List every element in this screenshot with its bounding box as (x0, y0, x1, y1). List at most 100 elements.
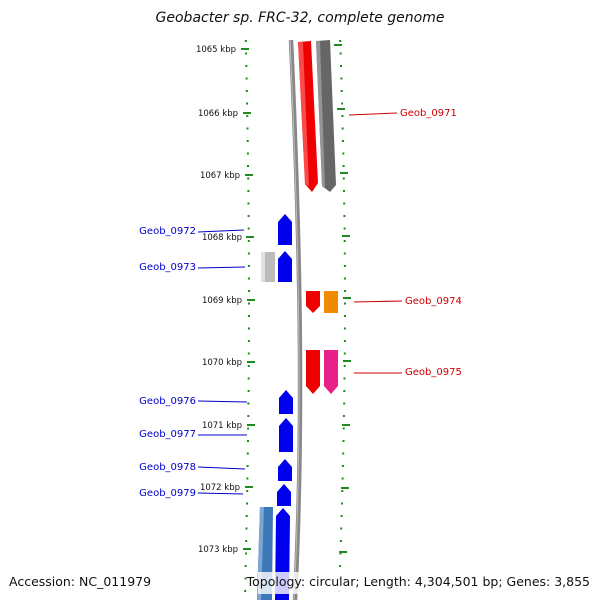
track-dot (344, 302, 346, 305)
track-dot (342, 440, 345, 442)
track-dot (244, 577, 247, 580)
track-dot (343, 327, 346, 330)
track-dot (343, 190, 345, 192)
track-dot (244, 590, 247, 592)
track-dot (244, 565, 247, 567)
gene-geob-0979[interactable] (277, 484, 291, 506)
gene-leader-lines (197, 112, 403, 495)
gene-label-geob-0971[interactable]: Geob_0971 (400, 108, 457, 119)
track-dot (340, 515, 343, 517)
track-dot (245, 52, 248, 55)
track-dot (247, 377, 250, 380)
track-dot (247, 265, 250, 267)
track-dot (247, 227, 250, 230)
track-dot (248, 315, 250, 317)
track-dot (248, 327, 250, 330)
tick-label-1066: 1066 kbp (198, 109, 238, 119)
track-dot (342, 140, 344, 142)
track-dot (343, 202, 346, 205)
tick-label-1071: 1071 kbp (202, 421, 242, 431)
gene-label-geob-0974[interactable]: Geob_0974 (405, 296, 462, 307)
gene-labels: Geob_0971 Geob_0972 Geob_0973 Geob_0974 … (139, 108, 462, 499)
gene-label-geob-0979[interactable]: Geob_0979 (139, 488, 196, 499)
track-dot (245, 540, 248, 542)
gene-label-geob-0976[interactable]: Geob_0976 (139, 396, 196, 407)
track-dot (341, 465, 344, 467)
tick-label-1067: 1067 kbp (200, 171, 240, 181)
track-dot (343, 390, 346, 392)
track-dot (248, 290, 250, 292)
track-dot (247, 190, 250, 192)
track-dot (343, 340, 346, 342)
track-dot (246, 490, 249, 492)
gene-geob-0977[interactable] (279, 418, 293, 452)
gene-geob-0972[interactable] (278, 214, 292, 245)
track-dot (343, 377, 346, 380)
track-dot (343, 227, 346, 230)
track-dot (247, 165, 249, 167)
gene-label-geob-0977[interactable]: Geob_0977 (139, 429, 196, 440)
track-dot (343, 402, 346, 405)
track-dot (247, 365, 250, 367)
track-dot (245, 90, 248, 92)
track-dot (247, 252, 250, 255)
track-dot (245, 527, 248, 530)
track-dot (344, 277, 346, 280)
track-dot (340, 527, 343, 530)
track-dot (342, 152, 345, 155)
track-dot (343, 252, 346, 255)
track-dot (339, 40, 342, 42)
gene-label-geob-0973[interactable]: Geob_0973 (139, 262, 196, 273)
track-dot (342, 165, 345, 167)
track-dot (341, 477, 344, 480)
gene-geob-0976[interactable] (279, 390, 293, 414)
track-dot (343, 265, 346, 267)
gene-geob-0975[interactable] (306, 350, 338, 394)
axis-tick-marks (241, 44, 351, 553)
track-dot (246, 465, 249, 467)
track-dot (344, 290, 346, 292)
track-dot (247, 390, 250, 392)
track-dot (342, 452, 345, 455)
gene-label-geob-0975[interactable]: Geob_0975 (405, 367, 462, 378)
track-dot (340, 77, 343, 80)
gene-geob-0974[interactable] (306, 291, 338, 313)
track-dot (343, 215, 346, 217)
tick-label-1070: 1070 kbp (202, 358, 242, 368)
tick-label-1073: 1073 kbp (198, 545, 238, 555)
tick-dots (244, 40, 346, 592)
genome-backbone (288, 39, 303, 600)
track-dot (245, 65, 248, 67)
track-dot (247, 402, 250, 405)
track-dot (247, 415, 250, 417)
gene-geob-0971[interactable] (298, 40, 336, 192)
track-dot (340, 65, 342, 67)
gene-label-geob-0972[interactable]: Geob_0972 (139, 226, 196, 237)
gene-geob-0973[interactable] (261, 251, 292, 282)
track-dot (246, 115, 249, 117)
track-dot (246, 152, 249, 155)
track-dot (245, 552, 247, 555)
tick-label-1068: 1068 kbp (202, 233, 242, 243)
track-dot (247, 177, 250, 180)
gene-label-geob-0978[interactable]: Geob_0978 (139, 462, 196, 473)
track-dot (342, 427, 345, 430)
map-title: Geobacter sp. FRC-32, complete genome (156, 10, 445, 26)
track-dot (247, 202, 250, 205)
track-dot (247, 427, 250, 430)
track-dot (247, 340, 250, 342)
track-dot (339, 565, 342, 567)
track-dot (339, 540, 342, 542)
topology-label: Topology: circular; Length: 4,304,501 bp… (246, 574, 590, 589)
gene-geob-0978[interactable] (278, 459, 292, 481)
track-dot (344, 315, 346, 317)
track-dot (341, 127, 344, 130)
tick-label-1072: 1072 kbp (200, 483, 240, 493)
track-dot (341, 490, 344, 492)
track-dot (247, 215, 250, 217)
track-dot (339, 52, 342, 55)
track-dot (246, 477, 249, 480)
accession-label: Accession: NC_011979 (9, 574, 151, 589)
track-dot (245, 515, 248, 517)
track-dot (246, 502, 248, 505)
